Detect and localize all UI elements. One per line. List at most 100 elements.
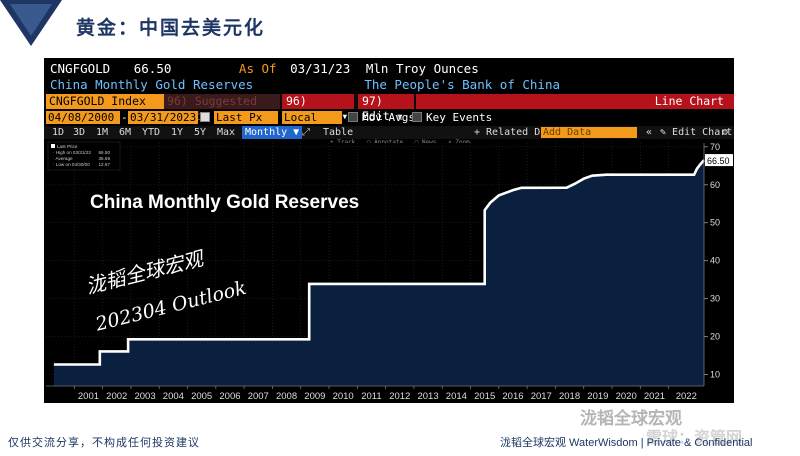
y-tick-label: 50 bbox=[710, 218, 720, 228]
x-tick-label: 2017 bbox=[531, 391, 552, 402]
period-6m[interactable]: 6M bbox=[119, 127, 132, 138]
security-input[interactable]: CNGFGOLD Index bbox=[46, 94, 164, 109]
x-tick-label: 2013 bbox=[417, 391, 438, 402]
as-of-label: As Of bbox=[238, 61, 277, 76]
key-events-checkbox[interactable] bbox=[412, 112, 422, 122]
x-tick-label: 2009 bbox=[304, 391, 325, 402]
x-tick-label: 2016 bbox=[502, 391, 523, 402]
as-of-date: 03/31/23 bbox=[290, 61, 351, 76]
collapse-icon[interactable]: « bbox=[646, 127, 653, 138]
y-tick-label: 30 bbox=[710, 294, 720, 304]
x-tick-label: 2010 bbox=[333, 391, 354, 402]
gear-icon[interactable]: ⚙ bbox=[722, 127, 729, 138]
gold-reserves-line-chart: 2001 2002 2003 2004 2005 2006 2007 2008 2009 2010… bbox=[44, 141, 734, 403]
period-1m[interactable]: 1M bbox=[96, 127, 109, 138]
y-tick-label: 40 bbox=[710, 256, 720, 266]
date-separator: - bbox=[121, 111, 128, 124]
tool-annotate-label: Annotate bbox=[374, 139, 404, 146]
pencil-icon[interactable]: ✎ bbox=[396, 111, 403, 124]
start-date-input[interactable]: 04/08/2000 bbox=[46, 111, 120, 124]
period-5y[interactable]: 5Y bbox=[194, 127, 207, 138]
series-line bbox=[53, 159, 705, 366]
legend-avg-val: 36.69 bbox=[99, 156, 111, 161]
add-data-input[interactable]: Add Data bbox=[541, 127, 637, 138]
toolbar-row: CNGFGOLD Index 96) Suggested Charts 96) … bbox=[44, 94, 734, 123]
last-value-tag-bg bbox=[705, 154, 733, 167]
x-axis-band bbox=[44, 386, 734, 403]
security-description: China Monthly Gold Reserves bbox=[50, 77, 254, 92]
footer-brand: 泷韬全球宏观 WaterWisdom | Private & Confident… bbox=[500, 437, 753, 449]
frequency-select[interactable]: Monthly ▼ bbox=[242, 126, 303, 139]
period-max[interactable]: Max bbox=[217, 127, 236, 138]
data-source: The People's Bank of China bbox=[364, 77, 560, 92]
edit-chart-label: Edit Chart bbox=[672, 127, 733, 138]
x-tick-label: 2008 bbox=[276, 391, 297, 402]
footer-disclaimer: 仅供交流分享，不构成任何投资建议 bbox=[8, 436, 200, 449]
period-ytd[interactable]: YTD bbox=[142, 127, 161, 138]
key-events-label: Key Events bbox=[426, 111, 493, 124]
calendar-icon[interactable] bbox=[200, 112, 210, 122]
table-button[interactable]: Table bbox=[323, 127, 354, 138]
area-fill bbox=[53, 160, 704, 386]
edit-chart-button[interactable]: ✎ Edit Chart bbox=[660, 127, 733, 138]
overlay-title: China Monthly Gold Reserves bbox=[90, 192, 359, 213]
x-tick-label: 2022 bbox=[676, 391, 697, 402]
last-value-tag: 66.50 bbox=[707, 156, 730, 166]
mov-avgs-checkbox[interactable] bbox=[348, 112, 358, 122]
x-tick-label: 2014 bbox=[446, 391, 467, 402]
chart-type-label: Line Chart bbox=[416, 94, 734, 109]
x-tick-label: 2015 bbox=[474, 391, 495, 402]
tool-zoom[interactable]: ⌕ Zoom bbox=[448, 139, 470, 146]
suggested-charts-menu[interactable]: 96) Suggested Charts bbox=[164, 94, 280, 123]
period-row: 1D 3D 1M 6M YTD 1Y 5Y Max Monthly ▼ ⤢ Ta… bbox=[44, 126, 734, 139]
description-row: China Monthly Gold Reserves The People's… bbox=[44, 77, 734, 94]
end-date-input[interactable]: 03/31/2023 bbox=[128, 111, 198, 124]
legend-high-val: 66.50 bbox=[99, 150, 111, 155]
period-1y[interactable]: 1Y bbox=[171, 127, 184, 138]
parameters-row: 04/08/2000 - 03/31/2023 Last Px Local CC… bbox=[44, 110, 734, 137]
legend-swatch bbox=[51, 144, 55, 148]
legend-last-price: Last Price bbox=[57, 144, 78, 149]
x-tick-label: 2004 bbox=[163, 391, 184, 402]
period-3d[interactable]: 3D bbox=[73, 127, 86, 138]
mov-avgs-label: Mov Avgs bbox=[362, 111, 415, 124]
x-tick-label: 2018 bbox=[559, 391, 580, 402]
legend-avg-label: · Average bbox=[53, 156, 73, 161]
y-tick-label: 20 bbox=[710, 332, 720, 342]
y-tick-label: 70 bbox=[710, 142, 720, 152]
x-tick-label: 2002 bbox=[106, 391, 127, 402]
field-select[interactable]: Last Px bbox=[214, 111, 278, 124]
tool-annotate[interactable]: ▢ Annotate bbox=[366, 139, 404, 146]
chart-tools: + Track ▢ Annotate ▢ News ⌕ Zoom bbox=[330, 139, 470, 148]
related-data-button[interactable]: + Related Data bbox=[474, 127, 559, 138]
ticker: CNGFGOLD bbox=[50, 61, 111, 76]
tool-zoom-label: Zoom bbox=[455, 139, 470, 146]
triangle-logo-icon bbox=[0, 0, 62, 46]
legend-low-val: 12.67 bbox=[99, 162, 111, 167]
edit-menu[interactable]: 97) Edit ▾ bbox=[358, 94, 414, 123]
x-tick-label: 2020 bbox=[616, 391, 637, 402]
x-tick-label: 2007 bbox=[248, 391, 269, 402]
currency-select[interactable]: Local CCY bbox=[282, 111, 342, 137]
slide-title: 黄金：中国去美元化 bbox=[76, 17, 266, 39]
y-tick-label: 60 bbox=[710, 180, 720, 190]
watermark-text-2: 雪球：资管网 bbox=[646, 430, 743, 447]
x-tick-label: 2012 bbox=[389, 391, 410, 402]
period-1d[interactable]: 1D bbox=[52, 127, 65, 138]
legend-box bbox=[47, 141, 121, 171]
legend-high-label: · High on 03/31/23 bbox=[53, 150, 91, 155]
x-tick-label: 2019 bbox=[587, 391, 608, 402]
quote-row: CNGFGOLD 66.50 As Of 03/31/23 Mln Troy O… bbox=[50, 61, 479, 77]
legend-low-label: · Low on 04/30/00 bbox=[53, 162, 90, 167]
zoom-icon[interactable]: ⤢ bbox=[302, 127, 310, 138]
bloomberg-terminal: CNGFGOLD 66.50 As Of 03/31/23 Mln Troy O… bbox=[44, 58, 734, 403]
actions-menu[interactable]: 96) Actions ▾ bbox=[282, 94, 354, 123]
tool-track[interactable]: + Track bbox=[330, 139, 356, 146]
x-tick-label: 2021 bbox=[644, 391, 665, 402]
units-label: Mln Troy Ounces bbox=[365, 61, 479, 76]
x-tick-label: 2001 bbox=[78, 391, 99, 402]
tool-news-label: News bbox=[421, 139, 437, 146]
tool-track-label: Track bbox=[337, 139, 356, 146]
x-tick-label: 2005 bbox=[191, 391, 212, 402]
tool-news[interactable]: ▢ News bbox=[414, 139, 437, 146]
